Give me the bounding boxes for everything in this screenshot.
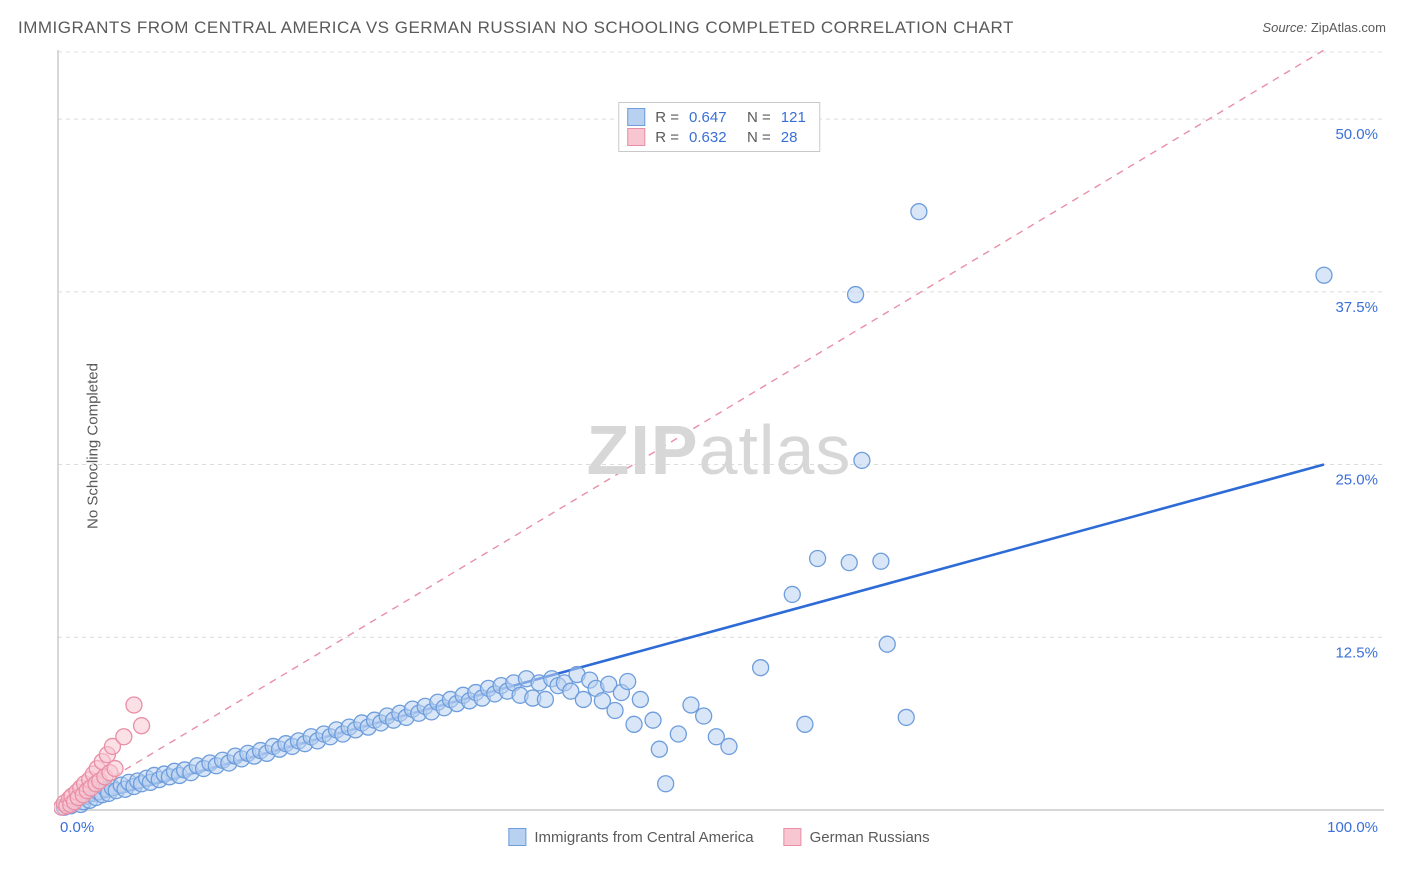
svg-text:0.0%: 0.0%: [60, 819, 94, 836]
svg-text:12.5%: 12.5%: [1335, 644, 1378, 661]
stats-r-label: R =: [655, 129, 679, 146]
plot-area: 12.5%25.0%37.5%50.0%0.0%100.0% ZIPatlas …: [54, 50, 1384, 850]
legend-item: German Russians: [784, 828, 930, 846]
legend-swatch: [627, 128, 645, 146]
svg-text:25.0%: 25.0%: [1335, 472, 1378, 489]
stats-n-value: 28: [781, 129, 811, 146]
legend-label: German Russians: [810, 829, 930, 846]
legend-item: Immigrants from Central America: [508, 828, 753, 846]
stats-r-value: 0.632: [689, 129, 737, 146]
chart-title: IMMIGRANTS FROM CENTRAL AMERICA VS GERMA…: [18, 18, 1014, 38]
scatter-chart: 12.5% 25.0% 37.5% 50.0% 0.0% 100.0%: [54, 50, 1384, 850]
legend-label: Immigrants from Central America: [534, 829, 753, 846]
svg-text:50.0%: 50.0%: [1335, 126, 1378, 143]
legend-swatch: [784, 828, 802, 846]
svg-text:37.5%: 37.5%: [1335, 299, 1378, 316]
stats-row: R = 0.632 N = 28: [627, 127, 811, 147]
stats-n-value: 121: [781, 109, 811, 126]
source-credit: Source: ZipAtlas.com: [1262, 20, 1386, 35]
stats-r-value: 0.647: [689, 109, 737, 126]
legend-swatch: [627, 108, 645, 126]
bottom-legend: Immigrants from Central America German Ru…: [508, 828, 929, 846]
stats-legend-box: R = 0.647 N = 121 R = 0.632 N = 28: [618, 102, 820, 152]
stats-r-label: R =: [655, 109, 679, 126]
svg-text:100.0%: 100.0%: [1327, 819, 1378, 836]
stats-n-label: N =: [747, 129, 771, 146]
source-value: ZipAtlas.com: [1311, 20, 1386, 35]
legend-swatch: [508, 828, 526, 846]
stats-row: R = 0.647 N = 121: [627, 107, 811, 127]
stats-n-label: N =: [747, 109, 771, 126]
source-label: Source:: [1262, 20, 1307, 35]
